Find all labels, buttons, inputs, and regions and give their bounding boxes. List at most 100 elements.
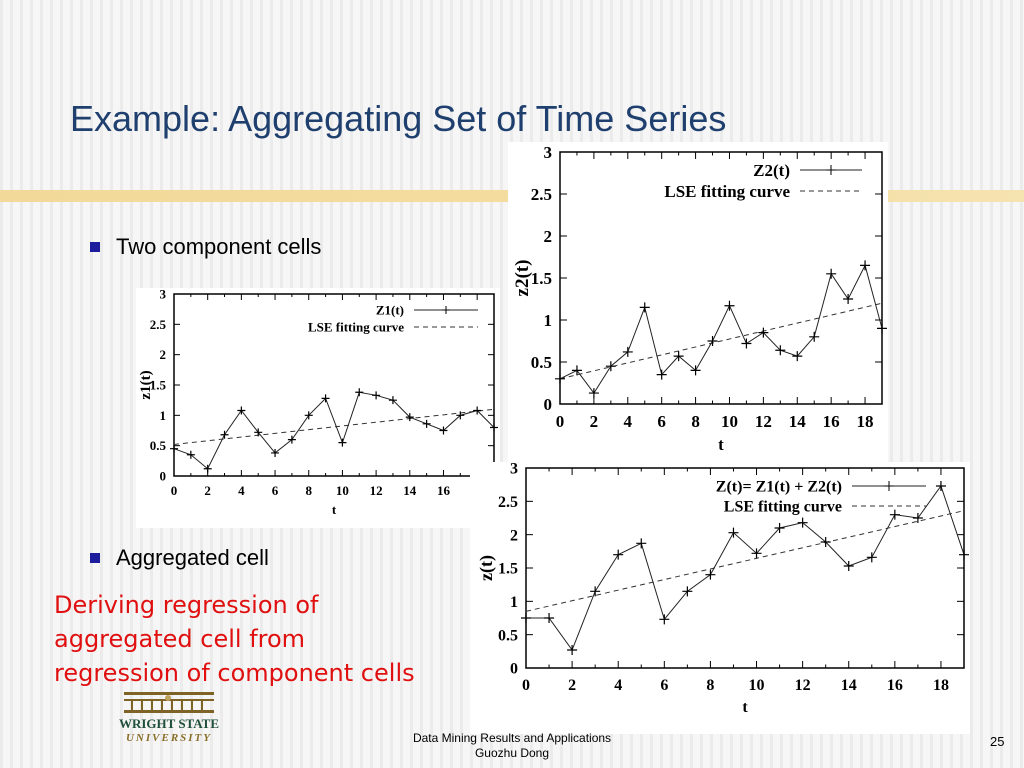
- chart-z1-panel: 02468101214161800.511.522.53tz1(t)Z1(t)L…: [136, 288, 500, 528]
- x-tick-label: 16: [887, 677, 903, 694]
- data-point: [622, 346, 633, 357]
- logo-mark: WRIGHT STATE UNIVERSITY: [119, 692, 219, 744]
- x-tick-label: 12: [370, 483, 383, 498]
- fit-line: [525, 510, 965, 612]
- data-point: [809, 331, 820, 342]
- fit-line: [559, 302, 883, 380]
- y-tick-label: 0.5: [531, 353, 552, 372]
- data-point: [659, 614, 670, 625]
- x-tick-label: 8: [691, 412, 700, 431]
- x-tick-label: 6: [272, 483, 279, 498]
- logo-text-line1: WRIGHT STATE: [119, 716, 219, 731]
- data-point: [588, 388, 599, 399]
- chart-z2-panel: 0 2 4 6 8 10 12 14 16 18 0 0.5 1 1.5 2 2.5 3 t z2(t) Z2(t) L…: [508, 142, 888, 474]
- series-line: [173, 391, 495, 470]
- data-point: [935, 481, 946, 491]
- x-tick-label: 0: [171, 483, 178, 498]
- data-point: [758, 327, 769, 338]
- y-tick-label: 0.5: [498, 627, 518, 644]
- x-tick-label: 18: [857, 412, 874, 431]
- data-point: [877, 323, 887, 334]
- x-tick-label: 12: [755, 412, 772, 431]
- data-point: [567, 645, 578, 655]
- data-point: [254, 428, 263, 437]
- y-tick-label: 1.5: [150, 378, 167, 393]
- data-point: [186, 450, 195, 459]
- x-tick-label: 16: [437, 483, 451, 498]
- data-point: [866, 552, 877, 563]
- bullet-marker: [90, 553, 100, 563]
- x-tick-label: 14: [841, 677, 857, 694]
- y-tick-label: 1.5: [531, 269, 552, 288]
- data-point: [220, 430, 229, 439]
- data-point: [741, 338, 752, 349]
- data-point: [636, 538, 647, 549]
- legend-label-fit: LSE fitting curve: [724, 499, 842, 516]
- y-tick-label: 0: [160, 469, 167, 484]
- data-point: [797, 517, 808, 528]
- y-tick-label: 1.5: [498, 561, 518, 578]
- data-point: [571, 365, 582, 376]
- logo-text-line2: UNIVERSITY: [126, 732, 212, 744]
- y-tick-label: 2.5: [498, 494, 518, 511]
- data-point: [912, 513, 923, 523]
- series-line: [526, 484, 965, 652]
- bullet-text: Two component cells: [116, 234, 322, 259]
- data-point: [639, 302, 650, 313]
- x-tick-label: 2: [568, 677, 576, 694]
- chart-z-panel: 0 2 4 6 8 10 12 14 16 18 0 0.5 1 1.5 2 2.5 3 t z(t) Z(t)= Z…: [470, 462, 970, 734]
- x-tick-label: 10: [721, 412, 738, 431]
- x-axis-label: t: [718, 435, 724, 454]
- x-tick-label: 8: [706, 677, 714, 694]
- y-tick-label: 1: [160, 408, 167, 423]
- data-point: [775, 345, 786, 356]
- x-tick-label: 4: [614, 677, 622, 694]
- data-point: [590, 586, 601, 597]
- data-point: [751, 548, 762, 559]
- data-point: [237, 406, 246, 415]
- data-point: [456, 411, 465, 420]
- x-tick-label: 8: [305, 483, 312, 498]
- data-point: [774, 523, 785, 533]
- data-point: [304, 411, 313, 420]
- data-point: [388, 396, 397, 405]
- data-point: [271, 448, 280, 457]
- y-axis-label: z1(t): [138, 370, 154, 399]
- x-tick-label: 0: [556, 412, 565, 431]
- y-tick-label: 2: [544, 227, 553, 246]
- x-tick-label: 2: [204, 483, 211, 498]
- legend-label-fit: LSE fitting curve: [308, 320, 404, 335]
- y-tick-label: 2.5: [150, 317, 167, 332]
- x-tick-label: 2: [590, 412, 599, 431]
- data-point: [682, 586, 693, 597]
- data-point: [843, 294, 854, 304]
- x-tick-label: 18: [933, 677, 949, 694]
- y-axis-label: z(t): [476, 555, 497, 581]
- data-point: [287, 435, 296, 444]
- data-point: [521, 613, 531, 623]
- data-point: [555, 373, 565, 384]
- y-tick-label: 3: [544, 143, 553, 162]
- y-tick-label: 3: [510, 462, 518, 478]
- x-tick-label: 10: [336, 483, 349, 498]
- data-point: [792, 351, 803, 362]
- footer-line1: Data Mining Results and Applications: [412, 731, 612, 745]
- slide-title: Example: Aggregating Set of Time Series: [70, 98, 727, 139]
- x-tick-label: 12: [795, 677, 811, 694]
- note-text: Deriving regression of aggregated cell f…: [54, 591, 415, 687]
- y-tick-label: 0.5: [150, 438, 167, 453]
- data-point: [613, 549, 624, 560]
- bullet-text: Aggregated cell: [116, 545, 269, 570]
- data-point: [203, 464, 212, 473]
- data-point: [724, 300, 735, 311]
- x-tick-label: 14: [789, 412, 807, 431]
- data-point: [959, 549, 969, 560]
- chart-z1: 02468101214161800.511.522.53tz1(t)Z1(t)L…: [138, 288, 498, 517]
- bullet-marker: [90, 242, 100, 252]
- data-point: [820, 537, 831, 547]
- bullet-two-component-cells: Two component cells: [90, 234, 321, 260]
- y-axis-label: z2(t): [512, 260, 533, 297]
- data-point: [690, 365, 701, 376]
- y-tick-label: 2: [510, 527, 518, 544]
- data-point: [439, 426, 448, 435]
